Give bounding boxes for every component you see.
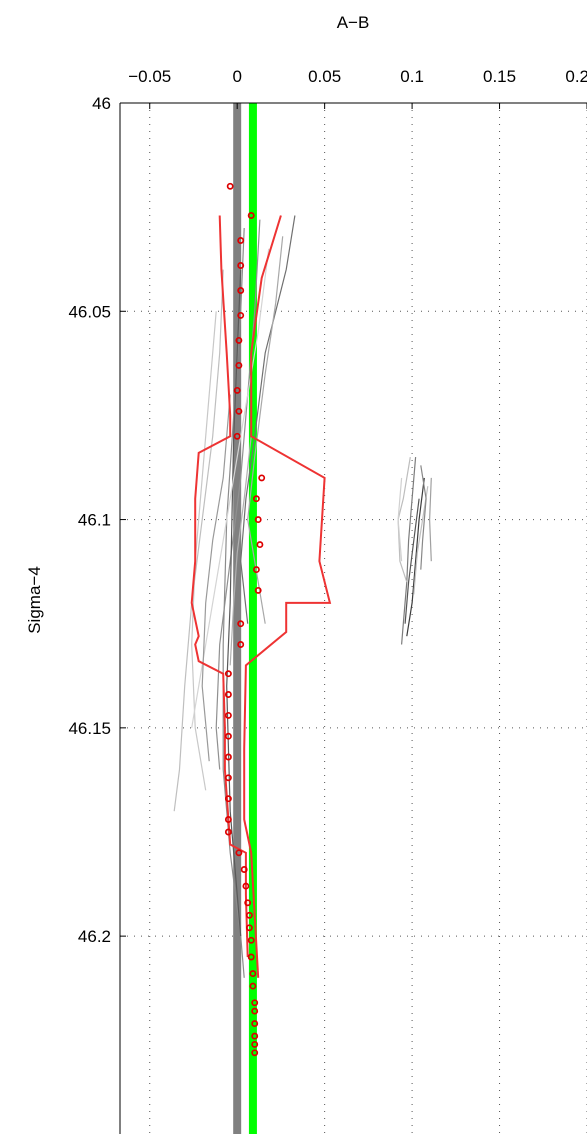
y-tick-label: 46.1 — [78, 511, 111, 530]
data-marker — [254, 516, 262, 524]
data-marker — [237, 311, 245, 319]
data-marker — [242, 882, 250, 890]
x-tick-label: 0.1 — [400, 67, 424, 86]
data-marker — [247, 212, 255, 219]
y-tick-label: 46.15 — [68, 719, 111, 738]
axis-ticks: −0.05 0 0.05 0.1 0.15 0.2 46 46.05 46.1 46.15 46.2 — [68, 67, 587, 946]
data-marker — [258, 474, 266, 482]
data-marker — [224, 691, 232, 698]
data-marker — [224, 732, 232, 740]
data-marker — [249, 982, 257, 990]
x-tick-label: 0.2 — [565, 67, 587, 86]
data-marker — [252, 495, 260, 503]
data-marker — [254, 586, 262, 594]
marker-points — [224, 182, 266, 1057]
data-marker — [251, 1020, 259, 1028]
data-marker — [237, 641, 245, 648]
y-tick-label: 46 — [92, 94, 111, 113]
plot-frame — [119, 102, 587, 1134]
data-marker — [247, 936, 255, 944]
data-marker — [233, 386, 241, 394]
data-marker — [251, 1007, 259, 1015]
x-tick-label: 0.15 — [483, 67, 516, 86]
envelope-lines — [190, 215, 332, 978]
x-tick-label: 0.05 — [308, 67, 341, 86]
series-line — [404, 498, 420, 624]
y-tick-label: 46.2 — [78, 927, 111, 946]
series-line — [215, 219, 261, 770]
data-marker — [235, 361, 243, 369]
data-marker — [235, 407, 243, 415]
x-tick-label: −0.05 — [128, 67, 171, 86]
series-line — [226, 269, 242, 937]
data-marker — [251, 1032, 259, 1040]
data-marker — [251, 999, 259, 1007]
series-line — [229, 436, 252, 666]
data-marker — [237, 287, 245, 294]
series-line — [401, 457, 417, 645]
series-lines — [173, 215, 432, 978]
data-marker — [244, 899, 252, 907]
data-marker — [252, 566, 260, 574]
series-line — [191, 248, 270, 728]
series-line — [173, 269, 224, 812]
series-line — [406, 477, 425, 637]
data-marker — [233, 432, 241, 440]
series-line — [201, 394, 231, 762]
series-line — [240, 215, 296, 624]
data-marker — [240, 866, 248, 873]
y-tick-label: 46.05 — [68, 302, 111, 321]
data-marker — [224, 774, 232, 782]
data-marker — [224, 670, 232, 678]
vertical-bands — [233, 103, 257, 1134]
data-marker — [251, 1049, 259, 1057]
data-marker — [224, 753, 232, 761]
data-marker — [256, 541, 264, 549]
data-marker — [247, 953, 255, 961]
data-marker — [224, 828, 232, 836]
data-marker — [245, 911, 253, 919]
data-marker — [237, 237, 245, 244]
x-tick-label: 0 — [232, 67, 241, 86]
data-marker — [224, 795, 232, 803]
data-marker — [237, 262, 245, 269]
data-marker — [249, 970, 257, 978]
data-marker — [251, 1040, 259, 1048]
data-marker — [224, 711, 232, 719]
envelope-line — [243, 215, 332, 978]
series-line — [397, 477, 403, 562]
data-marker — [226, 182, 234, 190]
y-axis-label: Sigma−4 — [25, 566, 44, 634]
data-marker — [245, 924, 253, 932]
envelope-line — [190, 215, 249, 958]
series-line — [429, 477, 432, 562]
series-line — [222, 227, 245, 978]
series-line — [247, 236, 284, 624]
data-marker — [235, 336, 243, 344]
data-marker — [224, 816, 232, 823]
series-line — [420, 465, 427, 570]
data-marker — [235, 849, 243, 857]
data-marker — [237, 620, 245, 628]
x-axis-label: A−B — [337, 13, 370, 32]
